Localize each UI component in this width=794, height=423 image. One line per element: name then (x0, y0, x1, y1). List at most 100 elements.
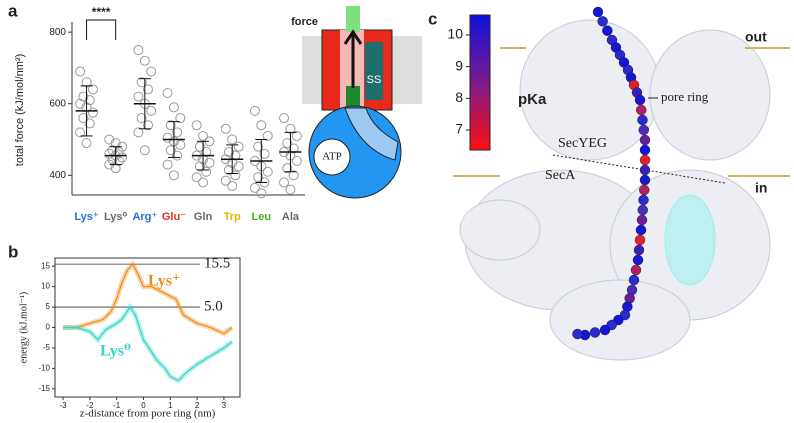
y-axis-label: energy (kJ.mol⁻¹) (18, 292, 29, 363)
data-point (104, 148, 115, 159)
residue-sphere (637, 114, 648, 126)
diagram-label: ATP (322, 151, 342, 163)
data-point (84, 95, 95, 106)
data-point (194, 161, 205, 172)
data-point (191, 120, 202, 131)
region-label: out (745, 29, 767, 45)
diagram-label: force (291, 16, 318, 28)
data-point (220, 175, 231, 186)
reference-label: 5.0 (204, 298, 223, 314)
data-point (143, 84, 154, 95)
data-point (78, 113, 89, 124)
y-tick-label: 10 (41, 282, 50, 291)
residue-sphere (635, 224, 647, 236)
residue-sphere (638, 124, 649, 136)
data-point (136, 113, 147, 124)
colorbar-tick-label: 10 (447, 26, 463, 42)
data-point (288, 170, 299, 181)
data-point (288, 143, 299, 154)
colorbar (469, 14, 491, 151)
data-point (223, 164, 234, 175)
data-point (198, 177, 209, 188)
x-tick-label: Glu⁻ (162, 211, 186, 223)
data-point (78, 91, 89, 102)
x-tick-label: -2 (86, 401, 94, 410)
residue-sphere (589, 327, 601, 338)
diagram-label: SS (367, 74, 382, 86)
data-point (262, 130, 273, 141)
data-point (256, 188, 267, 199)
data-point (233, 141, 244, 152)
x-tick-label: Lys⁺ (74, 211, 99, 223)
residue-sphere (599, 324, 611, 336)
interface-line (552, 154, 726, 184)
y-tick-label: 600 (49, 98, 66, 109)
residue-sphere (630, 264, 642, 276)
data-point (175, 139, 186, 150)
panel-letter: b (8, 242, 18, 261)
data-point (194, 141, 205, 152)
series-label: Lys⁺ (148, 273, 180, 290)
data-point (162, 132, 173, 143)
data-point (223, 147, 234, 158)
residue-sphere (639, 164, 651, 176)
data-point (198, 130, 209, 141)
panel-letter: a (8, 1, 18, 20)
data-point (262, 166, 273, 177)
region-label: SecYEG (558, 136, 607, 151)
data-point (75, 127, 86, 138)
data-point (75, 66, 86, 77)
data-point (279, 113, 290, 124)
y-axis-label: total force (kJ/mol/nm²) (14, 54, 26, 166)
data-point (253, 141, 264, 152)
residue-sphere (634, 234, 646, 246)
x-tick-label: 0 (141, 401, 146, 410)
significance-bracket (86, 19, 117, 40)
residue-sphere (638, 194, 649, 206)
colorbar-label: pKa (518, 91, 547, 108)
data-point (139, 145, 150, 156)
residue-sphere (632, 254, 644, 266)
translocation-diagram: force SS ATP (291, 6, 422, 199)
x-tick-label: -3 (59, 401, 67, 410)
x-tick-label: Lys⁰ (104, 211, 128, 223)
data-point (201, 147, 212, 158)
residue-sphere (572, 328, 583, 340)
data-point (291, 156, 302, 166)
data-point (282, 138, 293, 149)
data-point (227, 134, 238, 145)
significance-label: **** (92, 5, 111, 19)
data-point (249, 105, 260, 116)
data-point (84, 118, 95, 129)
data-point (230, 170, 241, 181)
x-tick-label: Gln (194, 211, 213, 223)
residue-sphere (602, 25, 613, 36)
data-point (162, 159, 173, 170)
x-tick-label: Leu (252, 211, 272, 223)
data-point (136, 77, 147, 88)
data-point (87, 107, 98, 118)
data-point (282, 163, 293, 174)
data-point (81, 138, 92, 149)
x-tick-label: 3 (222, 401, 227, 410)
data-point (233, 161, 244, 172)
y-tick-label: 400 (49, 170, 66, 181)
data-point (230, 150, 241, 161)
sphere-chain (572, 6, 651, 341)
data-point (165, 120, 176, 131)
data-point (168, 102, 179, 113)
data-point (220, 123, 231, 134)
residue-sphere (592, 6, 604, 18)
protein-structure (459, 19, 771, 361)
data-point (75, 98, 86, 109)
data-point (146, 66, 157, 77)
data-point (227, 181, 238, 192)
colorbar-tick-label: 7 (455, 121, 463, 137)
residue-sphere (633, 244, 645, 256)
reference-label: 15.5 (204, 256, 230, 272)
y-tick-label: 5 (46, 302, 51, 311)
data-point (175, 113, 186, 124)
residue-sphere (597, 16, 608, 27)
y-tick-label: 800 (49, 27, 66, 38)
